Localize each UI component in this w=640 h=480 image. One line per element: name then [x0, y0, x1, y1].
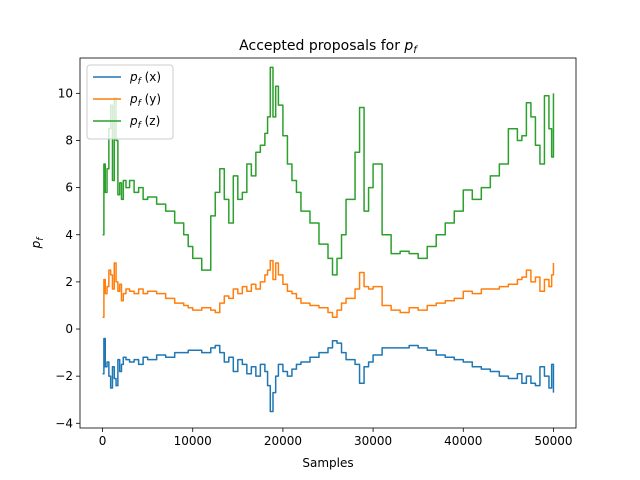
axes-frame [79, 57, 577, 429]
series-line-y [102, 259, 555, 318]
y-tick-label: −4 [55, 416, 73, 430]
y-tick-label: 6 [65, 181, 73, 195]
x-axis: 0 10000 20000 30000 40000 50000 [99, 428, 573, 448]
x-axis-label: Samples [302, 456, 353, 470]
series-line-x [102, 337, 555, 413]
y-tick-label: 8 [65, 133, 73, 147]
x-tick-label: 20000 [264, 434, 302, 448]
y-tick-label: 4 [65, 228, 73, 242]
x-tick-label: 50000 [534, 434, 572, 448]
y-tick-label: 2 [65, 275, 73, 289]
plot-area [102, 66, 555, 413]
legend: pf (x) pf (y) pf (z) [86, 64, 174, 140]
y-tick-label: 0 [65, 322, 73, 336]
y-tick-label: −2 [55, 369, 73, 383]
legend-label: pf (y) [129, 92, 161, 109]
y-axis-label: pf [29, 236, 46, 250]
y-axis: −4 −2 0 2 4 6 8 10 [55, 86, 80, 430]
x-tick-label: 40000 [444, 434, 482, 448]
series-layer [102, 66, 555, 413]
y-tick-label: 10 [58, 86, 73, 100]
x-tick-label: 30000 [354, 434, 392, 448]
legend-items: pf (x) pf (y) pf (z) [93, 70, 161, 131]
legend-label: pf (z) [129, 114, 160, 131]
x-tick-label: 0 [99, 434, 107, 448]
legend-label: pf (x) [129, 70, 161, 87]
chart-title: Accepted proposals for pf [239, 38, 418, 56]
series-line-z [102, 66, 555, 276]
x-tick-label: 10000 [174, 434, 212, 448]
